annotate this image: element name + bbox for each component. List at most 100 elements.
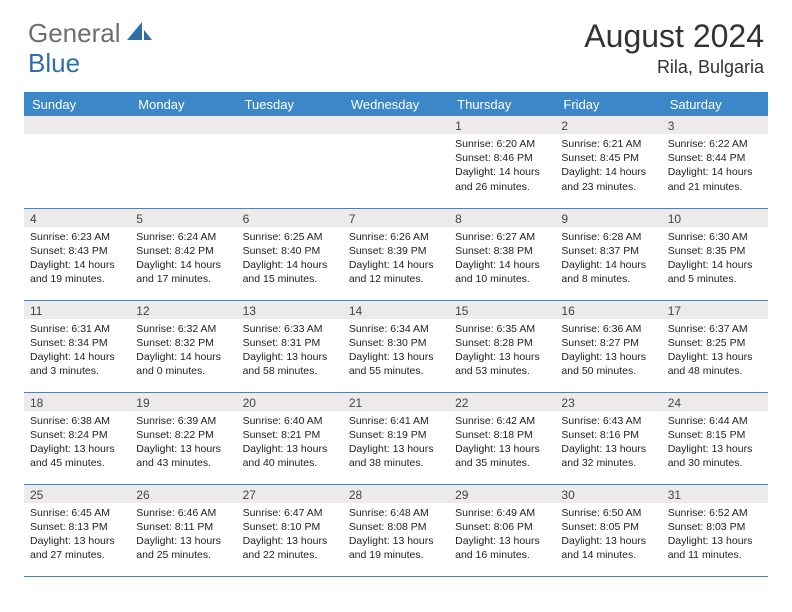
day-details: Sunrise: 6:25 AMSunset: 8:40 PMDaylight:… xyxy=(237,227,343,289)
day-details: Sunrise: 6:34 AMSunset: 8:30 PMDaylight:… xyxy=(343,319,449,381)
sunrise-line: Sunrise: 6:34 AM xyxy=(349,322,443,336)
sunrise-line: Sunrise: 6:52 AM xyxy=(668,506,762,520)
calendar-cell: 22Sunrise: 6:42 AMSunset: 8:18 PMDayligh… xyxy=(449,392,555,484)
calendar-cell xyxy=(24,116,130,208)
day-number: 14 xyxy=(343,301,449,319)
day-details: Sunrise: 6:38 AMSunset: 8:24 PMDaylight:… xyxy=(24,411,130,473)
day-details: Sunrise: 6:26 AMSunset: 8:39 PMDaylight:… xyxy=(343,227,449,289)
sunset-line: Sunset: 8:31 PM xyxy=(243,336,337,350)
sunrise-line: Sunrise: 6:27 AM xyxy=(455,230,549,244)
calendar-cell: 7Sunrise: 6:26 AMSunset: 8:39 PMDaylight… xyxy=(343,208,449,300)
daylight-line: Daylight: 13 hours and 35 minutes. xyxy=(455,442,549,470)
sunset-line: Sunset: 8:43 PM xyxy=(30,244,124,258)
sunrise-line: Sunrise: 6:42 AM xyxy=(455,414,549,428)
sunrise-line: Sunrise: 6:24 AM xyxy=(136,230,230,244)
day-number: 4 xyxy=(24,209,130,227)
calendar-cell xyxy=(343,116,449,208)
sunset-line: Sunset: 8:06 PM xyxy=(455,520,549,534)
weekday-header: Thursday xyxy=(449,92,555,116)
daylight-line: Daylight: 14 hours and 0 minutes. xyxy=(136,350,230,378)
daylight-line: Daylight: 13 hours and 30 minutes. xyxy=(668,442,762,470)
weekday-header: Wednesday xyxy=(343,92,449,116)
sunset-line: Sunset: 8:15 PM xyxy=(668,428,762,442)
daylight-line: Daylight: 14 hours and 23 minutes. xyxy=(561,165,655,193)
logo-text-blue: Blue xyxy=(28,48,80,78)
day-number: 26 xyxy=(130,485,236,503)
day-details: Sunrise: 6:24 AMSunset: 8:42 PMDaylight:… xyxy=(130,227,236,289)
daylight-line: Daylight: 14 hours and 17 minutes. xyxy=(136,258,230,286)
sunset-line: Sunset: 8:35 PM xyxy=(668,244,762,258)
sunrise-line: Sunrise: 6:41 AM xyxy=(349,414,443,428)
daylight-line: Daylight: 14 hours and 21 minutes. xyxy=(668,165,762,193)
daylight-line: Daylight: 14 hours and 3 minutes. xyxy=(30,350,124,378)
day-details: Sunrise: 6:30 AMSunset: 8:35 PMDaylight:… xyxy=(662,227,768,289)
calendar-head: SundayMondayTuesdayWednesdayThursdayFrid… xyxy=(24,92,768,116)
day-details: Sunrise: 6:35 AMSunset: 8:28 PMDaylight:… xyxy=(449,319,555,381)
sunrise-line: Sunrise: 6:20 AM xyxy=(455,137,549,151)
sunrise-line: Sunrise: 6:40 AM xyxy=(243,414,337,428)
sunset-line: Sunset: 8:42 PM xyxy=(136,244,230,258)
daylight-line: Daylight: 13 hours and 45 minutes. xyxy=(30,442,124,470)
calendar-cell: 14Sunrise: 6:34 AMSunset: 8:30 PMDayligh… xyxy=(343,300,449,392)
daylight-line: Daylight: 13 hours and 27 minutes. xyxy=(30,534,124,562)
sunrise-line: Sunrise: 6:39 AM xyxy=(136,414,230,428)
sunrise-line: Sunrise: 6:50 AM xyxy=(561,506,655,520)
calendar-cell: 1Sunrise: 6:20 AMSunset: 8:46 PMDaylight… xyxy=(449,116,555,208)
sunset-line: Sunset: 8:40 PM xyxy=(243,244,337,258)
calendar-table: SundayMondayTuesdayWednesdayThursdayFrid… xyxy=(24,92,768,577)
day-number: 6 xyxy=(237,209,343,227)
daylight-line: Daylight: 14 hours and 19 minutes. xyxy=(30,258,124,286)
daylight-line: Daylight: 13 hours and 53 minutes. xyxy=(455,350,549,378)
calendar-body: 1Sunrise: 6:20 AMSunset: 8:46 PMDaylight… xyxy=(24,116,768,576)
sunset-line: Sunset: 8:34 PM xyxy=(30,336,124,350)
day-details: Sunrise: 6:37 AMSunset: 8:25 PMDaylight:… xyxy=(662,319,768,381)
day-number: 27 xyxy=(237,485,343,503)
calendar-cell: 18Sunrise: 6:38 AMSunset: 8:24 PMDayligh… xyxy=(24,392,130,484)
day-number: 8 xyxy=(449,209,555,227)
day-number: 28 xyxy=(343,485,449,503)
day-details: Sunrise: 6:41 AMSunset: 8:19 PMDaylight:… xyxy=(343,411,449,473)
calendar-cell: 9Sunrise: 6:28 AMSunset: 8:37 PMDaylight… xyxy=(555,208,661,300)
day-details: Sunrise: 6:42 AMSunset: 8:18 PMDaylight:… xyxy=(449,411,555,473)
sunrise-line: Sunrise: 6:35 AM xyxy=(455,322,549,336)
sunrise-line: Sunrise: 6:30 AM xyxy=(668,230,762,244)
calendar-cell: 15Sunrise: 6:35 AMSunset: 8:28 PMDayligh… xyxy=(449,300,555,392)
sunset-line: Sunset: 8:05 PM xyxy=(561,520,655,534)
day-details: Sunrise: 6:45 AMSunset: 8:13 PMDaylight:… xyxy=(24,503,130,565)
calendar-week: 4Sunrise: 6:23 AMSunset: 8:43 PMDaylight… xyxy=(24,208,768,300)
sunset-line: Sunset: 8:13 PM xyxy=(30,520,124,534)
calendar-cell: 26Sunrise: 6:46 AMSunset: 8:11 PMDayligh… xyxy=(130,484,236,576)
daylight-line: Daylight: 13 hours and 19 minutes. xyxy=(349,534,443,562)
day-number: 9 xyxy=(555,209,661,227)
sunset-line: Sunset: 8:38 PM xyxy=(455,244,549,258)
sunset-line: Sunset: 8:24 PM xyxy=(30,428,124,442)
day-number: 11 xyxy=(24,301,130,319)
calendar-cell: 3Sunrise: 6:22 AMSunset: 8:44 PMDaylight… xyxy=(662,116,768,208)
calendar-cell: 20Sunrise: 6:40 AMSunset: 8:21 PMDayligh… xyxy=(237,392,343,484)
calendar-cell: 30Sunrise: 6:50 AMSunset: 8:05 PMDayligh… xyxy=(555,484,661,576)
daylight-line: Daylight: 13 hours and 50 minutes. xyxy=(561,350,655,378)
sunset-line: Sunset: 8:19 PM xyxy=(349,428,443,442)
sunset-line: Sunset: 8:28 PM xyxy=(455,336,549,350)
sunset-line: Sunset: 8:10 PM xyxy=(243,520,337,534)
day-details: Sunrise: 6:36 AMSunset: 8:27 PMDaylight:… xyxy=(555,319,661,381)
day-details: Sunrise: 6:20 AMSunset: 8:46 PMDaylight:… xyxy=(449,134,555,196)
day-number: 21 xyxy=(343,393,449,411)
day-details: Sunrise: 6:44 AMSunset: 8:15 PMDaylight:… xyxy=(662,411,768,473)
day-details: Sunrise: 6:46 AMSunset: 8:11 PMDaylight:… xyxy=(130,503,236,565)
sunset-line: Sunset: 8:44 PM xyxy=(668,151,762,165)
weekday-header: Monday xyxy=(130,92,236,116)
weekday-header: Saturday xyxy=(662,92,768,116)
sunrise-line: Sunrise: 6:48 AM xyxy=(349,506,443,520)
day-details: Sunrise: 6:31 AMSunset: 8:34 PMDaylight:… xyxy=(24,319,130,381)
day-details: Sunrise: 6:43 AMSunset: 8:16 PMDaylight:… xyxy=(555,411,661,473)
sunset-line: Sunset: 8:46 PM xyxy=(455,151,549,165)
day-number: 1 xyxy=(449,116,555,134)
day-details: Sunrise: 6:49 AMSunset: 8:06 PMDaylight:… xyxy=(449,503,555,565)
daylight-line: Daylight: 13 hours and 25 minutes. xyxy=(136,534,230,562)
calendar-cell: 29Sunrise: 6:49 AMSunset: 8:06 PMDayligh… xyxy=(449,484,555,576)
sunrise-line: Sunrise: 6:26 AM xyxy=(349,230,443,244)
day-number: 20 xyxy=(237,393,343,411)
calendar-cell: 5Sunrise: 6:24 AMSunset: 8:42 PMDaylight… xyxy=(130,208,236,300)
sunrise-line: Sunrise: 6:49 AM xyxy=(455,506,549,520)
